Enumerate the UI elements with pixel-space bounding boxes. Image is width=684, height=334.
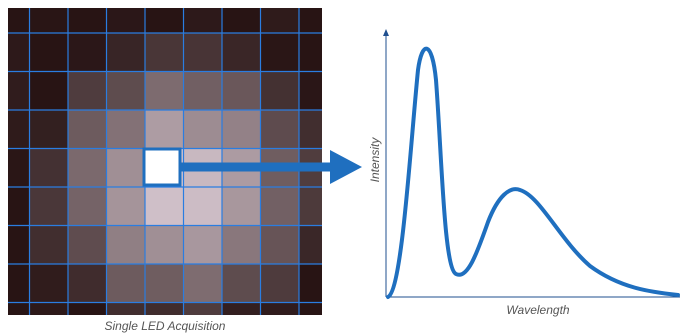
pixel xyxy=(184,264,223,303)
pixel xyxy=(184,33,223,72)
y-axis-label: Intensity xyxy=(368,137,382,183)
pixel xyxy=(30,226,69,265)
pixel xyxy=(8,264,30,303)
pixel xyxy=(145,8,184,33)
pixel xyxy=(261,303,300,316)
pixel xyxy=(299,303,322,316)
pixel xyxy=(145,303,184,316)
pixel xyxy=(222,303,261,316)
pixel xyxy=(107,264,146,303)
pixel xyxy=(8,72,30,111)
pixel xyxy=(30,33,69,72)
pixel xyxy=(299,110,322,149)
pixel xyxy=(261,72,300,111)
pixel xyxy=(222,33,261,72)
pixel xyxy=(68,8,107,33)
pixel xyxy=(107,226,146,265)
pixel xyxy=(8,33,30,72)
pixel xyxy=(261,226,300,265)
pixel xyxy=(68,72,107,111)
pixel xyxy=(184,226,223,265)
pixel xyxy=(299,33,322,72)
pixel xyxy=(145,264,184,303)
pixel xyxy=(30,264,69,303)
pixel xyxy=(222,72,261,111)
pixel xyxy=(30,187,69,226)
pixel xyxy=(299,264,322,303)
pixel xyxy=(145,33,184,72)
pixel xyxy=(30,8,69,33)
pixel xyxy=(107,303,146,316)
pixel xyxy=(184,110,223,149)
pixel xyxy=(107,187,146,226)
pixel xyxy=(68,303,107,316)
pixel xyxy=(68,264,107,303)
pixel xyxy=(8,303,30,316)
pixel xyxy=(107,110,146,149)
pixel xyxy=(8,8,30,33)
pixel xyxy=(299,226,322,265)
pixel xyxy=(145,187,184,226)
pixel xyxy=(8,110,30,149)
pixel xyxy=(107,72,146,111)
pixel xyxy=(30,303,69,316)
pixel xyxy=(68,110,107,149)
pixel xyxy=(184,72,223,111)
pixel xyxy=(222,226,261,265)
spectrum-curve xyxy=(388,49,678,297)
pixel xyxy=(184,187,223,226)
pixel xyxy=(145,226,184,265)
selected-pixel xyxy=(144,149,180,185)
pixel xyxy=(299,8,322,33)
pixel xyxy=(184,8,223,33)
pixel xyxy=(8,149,30,188)
arrow-head xyxy=(330,150,362,184)
pixel xyxy=(107,149,146,188)
pixel xyxy=(261,264,300,303)
pixel xyxy=(145,110,184,149)
pixel xyxy=(222,8,261,33)
pixel xyxy=(107,8,146,33)
pixel xyxy=(30,110,69,149)
diagram: Single LED Acquisition Intensity Wavelen… xyxy=(0,0,684,334)
pixel xyxy=(30,72,69,111)
pixel xyxy=(261,110,300,149)
pixel xyxy=(68,149,107,188)
pixel xyxy=(145,72,184,111)
pixel xyxy=(68,226,107,265)
y-axis-arrow xyxy=(383,29,389,36)
pixel xyxy=(261,33,300,72)
caption: Single LED Acquisition xyxy=(105,319,226,333)
pixel xyxy=(261,187,300,226)
pixel xyxy=(299,72,322,111)
pixel xyxy=(107,33,146,72)
pixel xyxy=(299,187,322,226)
pixel xyxy=(30,149,69,188)
pixel xyxy=(222,110,261,149)
pixel xyxy=(261,8,300,33)
pixel xyxy=(68,33,107,72)
pixel xyxy=(184,303,223,316)
pixel xyxy=(68,187,107,226)
pixel xyxy=(8,187,30,226)
x-axis-label: Wavelength xyxy=(506,303,569,317)
pixel xyxy=(8,226,30,265)
pixel xyxy=(222,264,261,303)
pixel xyxy=(222,187,261,226)
